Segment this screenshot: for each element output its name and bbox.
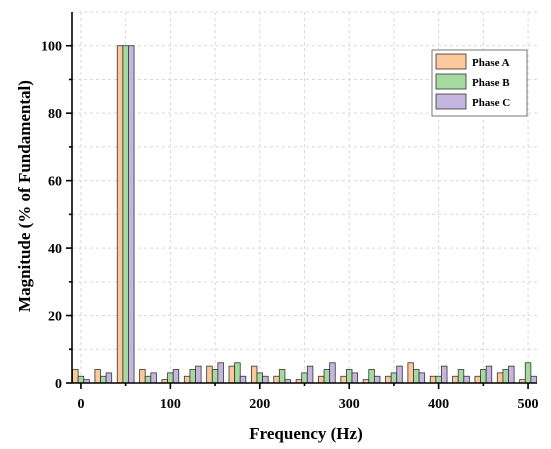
bar-phase-b-450 [480,369,487,384]
bar-phase-b-250 [301,372,308,384]
bar-phase-b-75 [144,375,152,384]
bar-phase-a-150 [206,365,213,384]
bar-phase-a-475 [496,372,504,384]
x-axis-title: Frequency (Hz) [249,424,362,443]
y-tick-label: 20 [48,310,62,325]
bar-phase-b-275 [323,369,331,384]
bar-phase-b-300 [346,369,353,384]
bar-phase-c-425 [463,375,470,384]
bar-phase-a-200 [250,365,258,384]
bar-phase-b-0 [77,375,85,384]
legend-label-phase-b: Phase B [472,77,510,89]
bar-phase-c-150 [217,362,224,384]
bar-phase-c-325 [373,375,381,384]
bars [72,45,537,384]
bar-phase-c-200 [262,375,269,384]
bar-phase-b-500 [524,362,532,384]
bar-phase-a-300 [340,375,347,384]
bar-phase-c-375 [418,372,426,384]
bar-phase-c-125 [195,365,202,384]
ticks: 0 20 40 60 80 100 0 100 200 300 400 500 [41,40,539,412]
legend: Phase A Phase B Phase C [431,49,528,117]
bar-phase-c-100 [172,369,180,384]
bar-phase-a-375 [407,362,414,384]
legend-label-phase-a: Phase A [472,57,510,69]
bar-phase-b-225 [278,369,286,384]
bar-phase-b-175 [234,362,241,384]
bar-phase-a-0 [72,369,79,384]
y-tick-label: 60 [48,175,62,190]
x-tick-label: 500 [518,397,539,412]
x-tick-label: 0 [77,397,84,412]
bar-phase-b-375 [413,369,420,384]
bar-phase-b-425 [457,369,465,384]
bar-phase-a-350 [385,375,392,384]
bar-phase-b-100 [167,372,174,384]
bar-phase-c-75 [150,372,157,384]
legend-swatch-phase-a [435,53,467,70]
bar-phase-b-200 [256,372,263,384]
bar-phase-c-275 [329,362,336,384]
y-tick-label: 80 [48,107,62,122]
bar-phase-c-175 [239,375,247,384]
bar-phase-c-500 [530,375,537,384]
y-axis-title: Magnitude (% of Fundamental) [15,80,34,312]
x-tick-label: 300 [339,397,360,412]
y-tick-label: 0 [55,377,62,392]
bar-phase-a-425 [452,375,459,384]
bar-phase-c-400 [441,365,448,384]
bar-phase-b-50 [122,45,129,384]
bar-phase-b-325 [368,369,375,384]
bar-phase-a-225 [273,375,280,384]
bar-phase-a-125 [183,375,191,384]
bar-phase-a-275 [318,375,325,384]
bar-phase-a-75 [139,369,146,384]
bar-phase-a-400 [429,375,437,384]
bar-phase-c-250 [306,365,314,384]
legend-swatch-phase-c [435,93,467,110]
bar-phase-b-475 [502,369,509,384]
bar-phase-c-475 [508,365,515,384]
bar-phase-c-25 [105,372,113,384]
bar-phase-c-300 [351,372,359,384]
legend-swatch-phase-b [435,73,467,90]
y-tick-label: 100 [41,40,62,55]
bar-phase-b-350 [390,372,398,384]
bar-phase-b-25 [100,375,107,384]
legend-label-phase-c: Phase C [472,97,510,109]
bar-phase-c-50 [128,45,135,384]
bar-phase-b-125 [189,369,196,384]
bar-phase-b-150 [211,369,219,384]
x-tick-label: 200 [249,397,270,412]
x-tick-label: 400 [428,397,449,412]
bar-phase-b-400 [435,375,442,384]
bar-phase-a-450 [474,375,481,384]
bar-phase-c-350 [396,365,403,384]
y-tick-label: 40 [48,242,62,257]
bar-phase-a-175 [228,365,236,384]
x-tick-label: 100 [160,397,181,412]
bar-phase-a-25 [94,369,101,384]
bar-phase-c-450 [485,365,493,384]
bar-phase-a-50 [116,45,124,384]
